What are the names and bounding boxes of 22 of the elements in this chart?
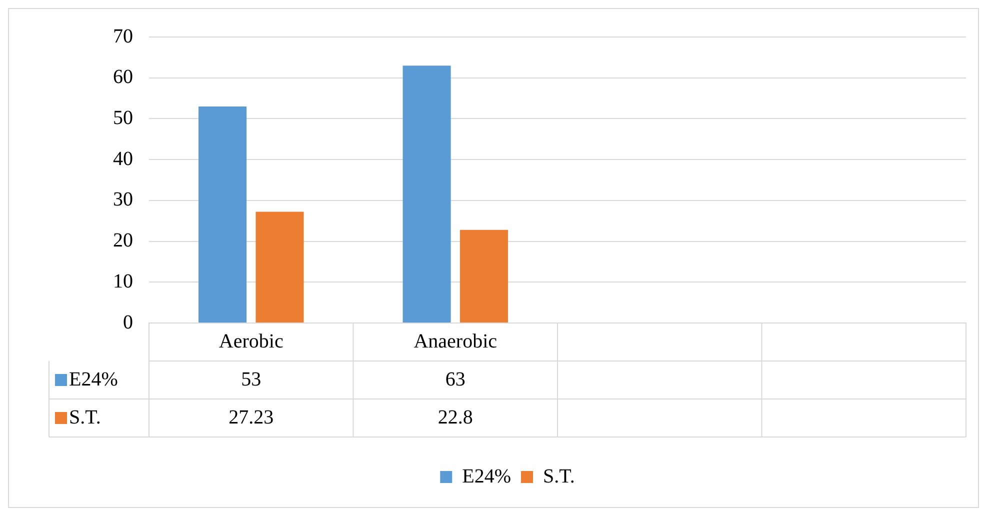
- legend-label: S.T.: [543, 465, 575, 488]
- y-tick-label: 70: [113, 25, 133, 48]
- y-tick-label: 60: [113, 66, 133, 88]
- y-tick-label: 30: [113, 188, 133, 211]
- x-tick-label: Aerobic: [218, 330, 284, 352]
- legend-label: E24%: [69, 368, 118, 390]
- y-tick-label: 10: [113, 270, 133, 292]
- data-label: 53: [241, 368, 262, 390]
- y-tick-label: 40: [113, 148, 133, 170]
- text: E24%: [462, 465, 512, 488]
- bar: [402, 66, 451, 322]
- data-label: 63: [445, 368, 466, 390]
- bar: [460, 230, 508, 322]
- y-tick-label: 0: [123, 311, 133, 334]
- bar: [198, 106, 247, 322]
- x-tick-label: Anaerobic: [414, 330, 498, 352]
- data-label: 22.8: [438, 406, 473, 428]
- y-tick-label: 50: [113, 106, 133, 129]
- text: S.T.: [69, 406, 101, 428]
- bar: [256, 212, 304, 322]
- y-tick-label: 20: [113, 230, 133, 252]
- data-label: 27.23: [228, 406, 274, 428]
